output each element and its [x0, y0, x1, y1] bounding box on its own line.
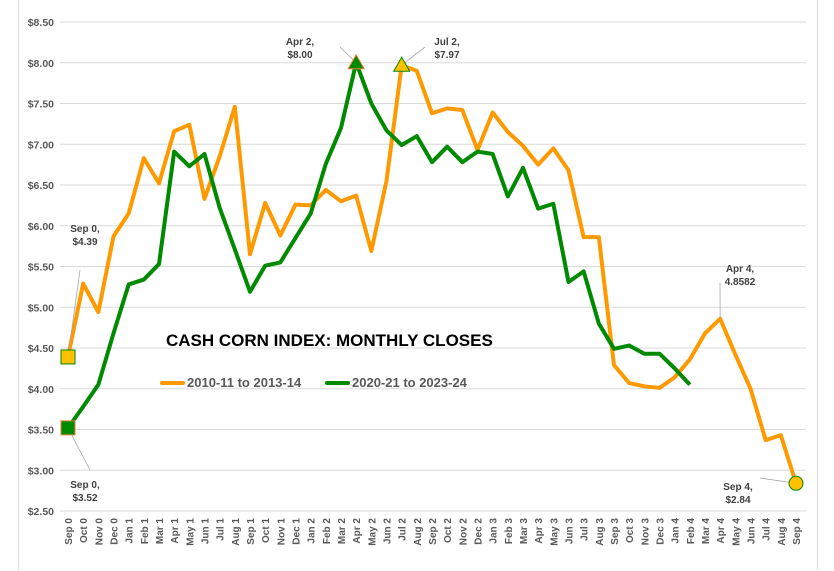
square-marker	[60, 420, 76, 436]
x-tick-label: Apr 2	[352, 518, 363, 544]
leader-line	[401, 46, 426, 66]
legend-swatch-orange	[160, 380, 185, 385]
y-tick-label: $7.50	[28, 99, 54, 111]
square-marker	[60, 349, 76, 365]
x-tick-label: Jun 4	[747, 518, 758, 545]
legend-label: 2010-11 to 2013-14	[187, 375, 302, 390]
x-tick-label: Feb 2	[322, 518, 333, 545]
legend-item-series-1: 2010-11 to 2013-14	[160, 375, 301, 390]
y-tick-label: $3.50	[28, 425, 54, 437]
data-label: Sep 0,	[70, 480, 100, 491]
x-tick-label: May 2	[367, 518, 378, 546]
data-label: Sep 0,	[70, 224, 100, 235]
y-tick-label: $4.50	[28, 343, 54, 355]
x-tick-label: Jun 3	[565, 518, 576, 545]
chart-frame	[18, 0, 818, 570]
x-tick-label: Mar 2	[337, 518, 348, 545]
y-tick-label: $3.00	[28, 465, 54, 477]
x-tick-label: Feb 4	[686, 518, 697, 545]
x-tick-label: Dec 2	[474, 518, 485, 545]
x-tick-label: Nov 0	[94, 518, 105, 546]
x-tick-label: May 4	[731, 518, 742, 546]
legend-label: 2020-21 to 2023-24	[352, 375, 467, 390]
x-tick-label: Apr 1	[170, 518, 181, 544]
x-tick-label: Nov 3	[640, 518, 651, 546]
x-tick-label: Jan 3	[489, 518, 500, 544]
x-tick-label: Dec 1	[292, 518, 303, 545]
y-tick-label: $6.50	[28, 180, 54, 192]
data-label: $8.00	[287, 50, 312, 61]
circle-marker	[788, 475, 804, 491]
x-tick-label: Jun 2	[383, 518, 394, 545]
y-tick-label: $5.50	[28, 262, 54, 274]
y-tick-label: $8.00	[28, 58, 54, 70]
series-line-2	[66, 60, 692, 430]
y-tick-label: $6.00	[28, 221, 54, 233]
x-tick-label: Feb 1	[140, 518, 151, 545]
data-label: $4.39	[72, 237, 97, 248]
x-tick-label: Jan 1	[125, 518, 136, 544]
legend-swatch-green	[325, 380, 350, 385]
data-label: 4.8582	[725, 277, 756, 288]
x-tick-label: Jan 2	[307, 518, 318, 544]
x-tick-label: Sep 0	[64, 518, 75, 545]
x-tick-label: Mar 1	[155, 518, 166, 545]
x-tick-label: Oct 0	[79, 518, 90, 543]
y-tick-label: $7.00	[28, 139, 54, 151]
x-tick-label: May 1	[185, 518, 196, 546]
x-tick-label: Jun 1	[201, 518, 212, 545]
chart-title: CASH CORN INDEX: MONTHLY CLOSES	[166, 331, 493, 350]
x-tick-label: Jul 1	[216, 518, 227, 541]
y-tick-label: $5.00	[28, 302, 54, 314]
y-tick-label: $4.00	[28, 384, 54, 396]
x-tick-label: Oct 2	[443, 518, 454, 543]
data-label: Sep 4,	[723, 482, 753, 493]
data-label: $7.97	[434, 50, 459, 61]
data-label: Apr 2,	[286, 37, 315, 48]
x-tick-label: Nov 2	[458, 518, 469, 546]
x-tick-label: Jan 4	[671, 518, 682, 544]
series-line-1	[66, 63, 798, 484]
x-tick-label: Mar 4	[701, 518, 712, 545]
x-tick-label: Dec 0	[110, 518, 121, 545]
x-tick-label: Oct 1	[261, 518, 272, 543]
x-tick-label: Jul 3	[580, 518, 591, 541]
y-tick-label: $2.50	[28, 506, 54, 518]
x-tick-label: Apr 3	[534, 518, 545, 544]
leader-line	[67, 269, 81, 358]
legend-item-series-2: 2020-21 to 2023-24	[325, 375, 467, 390]
x-tick-label: Sep 3	[610, 518, 621, 545]
x-tick-label: Jul 4	[762, 518, 773, 541]
x-tick-label: Sep 2	[428, 518, 439, 545]
triangle-marker	[347, 53, 366, 70]
data-label: $2.84	[725, 495, 750, 506]
x-tick-label: Sep 4	[792, 518, 803, 545]
x-tick-label: Aug 2	[413, 518, 424, 546]
x-tick-label: Sep 1	[246, 518, 257, 545]
data-label: $3.52	[72, 493, 97, 504]
x-tick-label: Feb 3	[504, 518, 515, 545]
x-tick-label: Dec 3	[656, 518, 667, 545]
x-tick-label: May 3	[549, 518, 560, 546]
x-tick-label: Nov 1	[276, 518, 287, 546]
y-tick-label: $8.50	[28, 17, 54, 29]
x-tick-label: Oct 3	[625, 518, 636, 543]
x-tick-label: Jul 2	[398, 518, 409, 541]
x-tick-label: Aug 1	[231, 518, 242, 546]
data-label: Apr 4,	[726, 264, 755, 275]
x-tick-label: Apr 4	[716, 518, 727, 544]
triangle-marker	[392, 56, 411, 72]
x-tick-label: Aug 4	[777, 518, 788, 546]
x-tick-label: Aug 3	[595, 518, 606, 546]
x-tick-label: Mar 3	[519, 518, 530, 545]
data-label: Jul 2,	[434, 37, 460, 48]
